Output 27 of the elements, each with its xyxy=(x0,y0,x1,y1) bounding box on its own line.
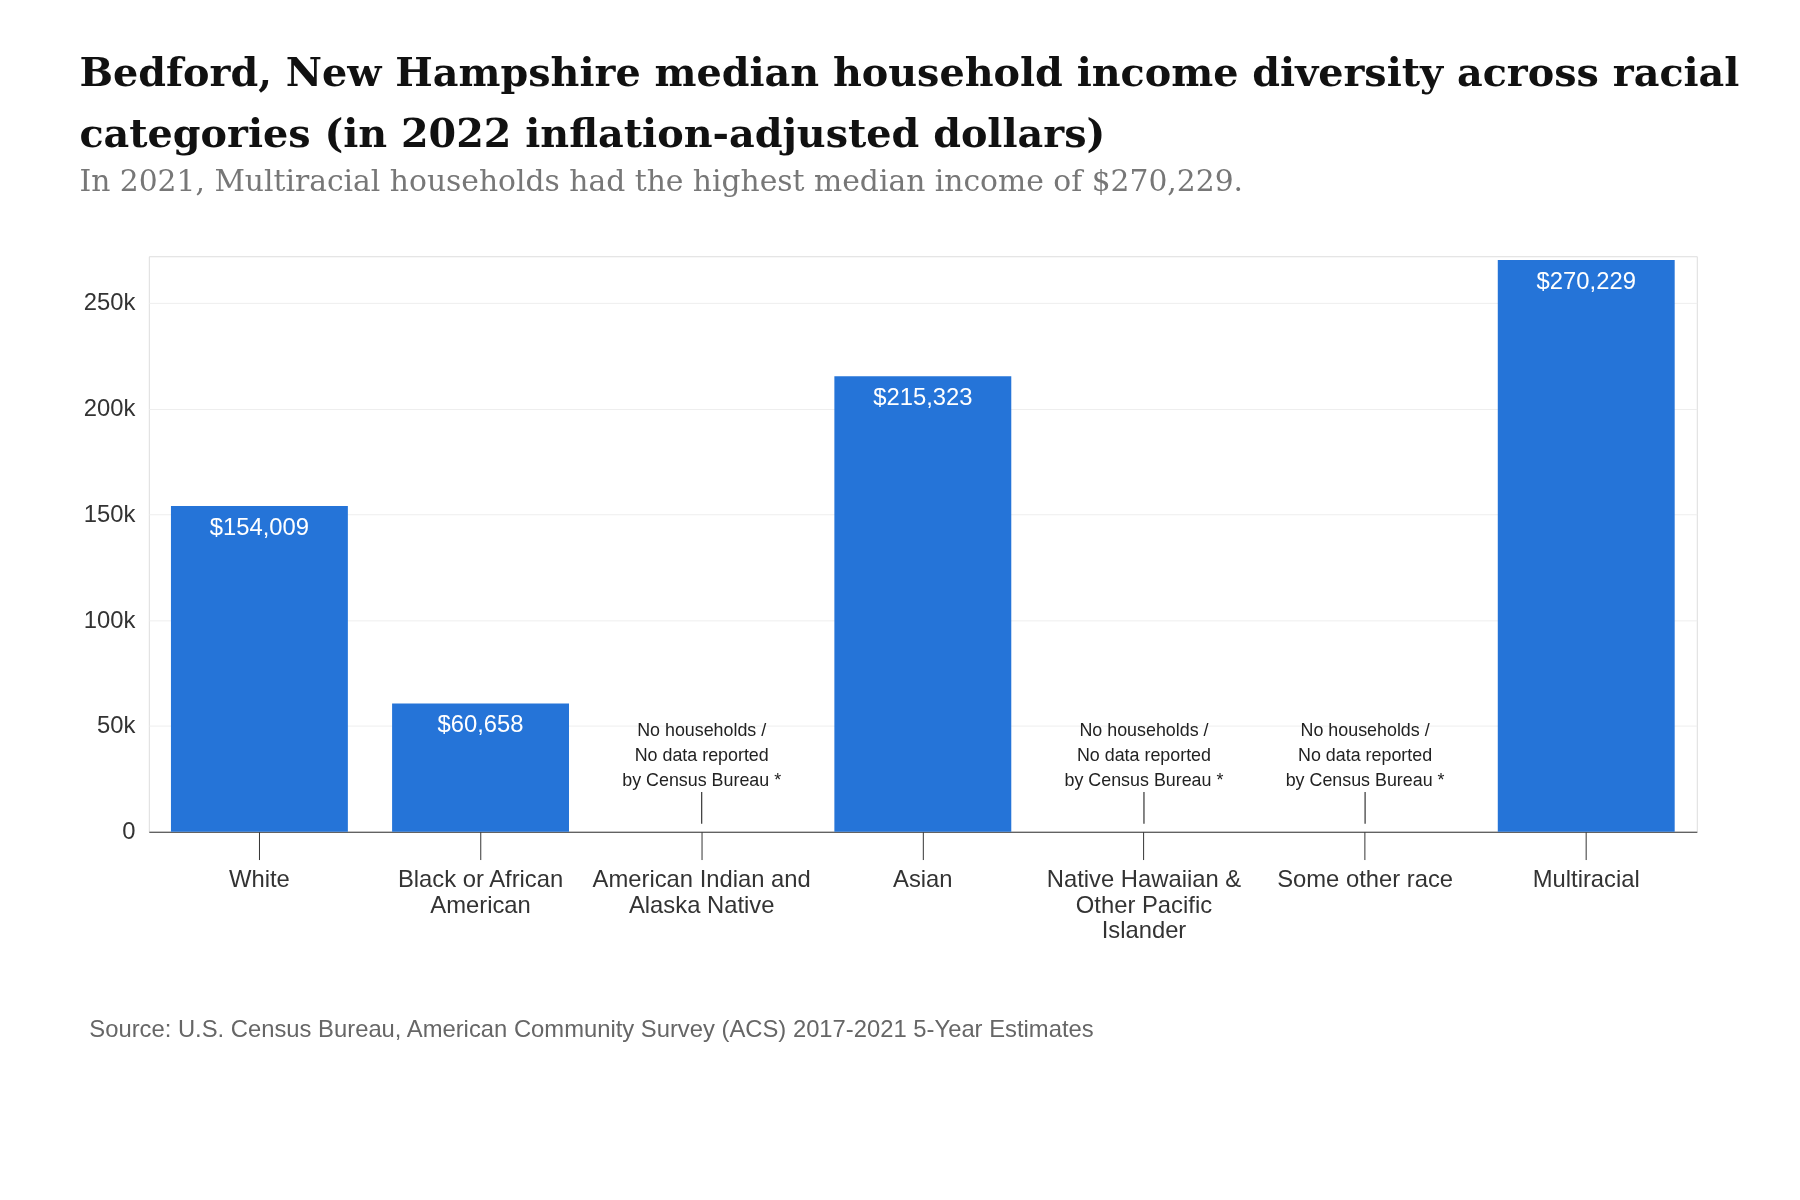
x-tick-label: Some other race xyxy=(1277,864,1454,892)
chart-title: Bedford, New Hampshire median household income diversity across racial categories (in 2022 inflation-adjusted dollars) xyxy=(79,48,1740,157)
x-tick-label: Multiracial xyxy=(1532,864,1640,892)
y-tick-label: 0 xyxy=(122,817,136,845)
annotation: No households / No data reported by Census Bureau * xyxy=(1064,720,1224,791)
y-tick-label: 100k xyxy=(83,605,136,633)
annotation: No households / No data reported by Census Bureau * xyxy=(622,720,782,791)
data-label: $270,229 xyxy=(1536,266,1636,294)
chart-subtitle: In 2021, Multiracial households had the highest median income of $270,229. xyxy=(79,162,1244,198)
x-tick-label: American Indian and Alaska Native xyxy=(592,864,811,918)
y-tick-label: 200k xyxy=(83,394,136,422)
x-tick-label: Native Hawaiian & Other Pacific Islander xyxy=(1046,864,1242,944)
data-label: $215,323 xyxy=(873,382,973,410)
bar xyxy=(392,703,569,832)
bar xyxy=(1497,259,1675,832)
x-tick-label: Black or African American xyxy=(397,864,564,918)
y-tick-label: 50k xyxy=(97,711,136,739)
bar xyxy=(170,505,348,832)
y-tick-label: 250k xyxy=(83,288,136,316)
source-note: Source: U.S. Census Bureau, American Community Survey (ACS) 2017-2021 5-Year Estimates xyxy=(89,1015,1094,1043)
bar xyxy=(834,376,1012,832)
y-tick-label: 150k xyxy=(83,499,136,527)
x-tick-label: White xyxy=(228,864,290,892)
data-label: $154,009 xyxy=(209,512,310,540)
data-label: $60,658 xyxy=(437,710,524,738)
annotation: No households / No data reported by Census Bureau * xyxy=(1285,720,1445,791)
x-tick-label: Asian xyxy=(893,864,953,892)
